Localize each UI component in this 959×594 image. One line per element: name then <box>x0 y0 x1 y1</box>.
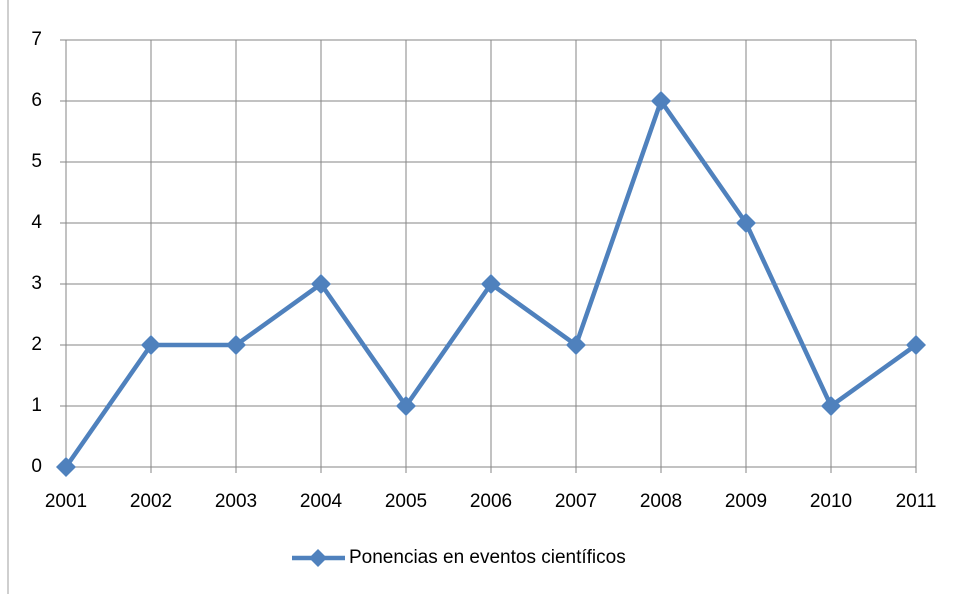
x-tick-label: 2005 <box>385 491 427 512</box>
x-tick-label: 2002 <box>130 491 172 512</box>
y-tick-label: 0 <box>31 456 42 477</box>
point-marker <box>481 274 501 294</box>
x-tick-label: 2003 <box>215 491 257 512</box>
y-tick-label: 3 <box>31 273 42 294</box>
x-tick-label: 2011 <box>896 491 937 512</box>
point-marker <box>906 335 926 355</box>
y-tick-label: 1 <box>31 395 42 416</box>
x-tick-label: 2009 <box>725 491 767 512</box>
y-tick-label: 4 <box>31 212 42 233</box>
point-marker <box>311 274 331 294</box>
y-tick-label: 5 <box>31 151 42 172</box>
point-marker <box>226 335 246 355</box>
x-tick-label: 2007 <box>555 491 597 512</box>
x-tick-label: 2010 <box>810 491 852 512</box>
legend-label: Ponencias en eventos científicos <box>349 547 626 568</box>
point-marker <box>396 396 416 416</box>
x-tick-label: 2004 <box>300 491 343 512</box>
x-tick-label: 2008 <box>640 491 682 512</box>
y-tick-label: 7 <box>31 29 42 50</box>
legend-marker <box>309 549 327 567</box>
x-tick-label: 2006 <box>470 491 512 512</box>
point-marker <box>56 457 76 477</box>
point-marker <box>141 335 161 355</box>
point-marker <box>566 335 586 355</box>
point-marker <box>821 396 841 416</box>
point-marker <box>651 91 671 111</box>
x-tick-label: 2001 <box>45 491 87 512</box>
y-tick-label: 2 <box>31 334 42 355</box>
point-marker <box>736 213 756 233</box>
y-tick-label: 6 <box>31 90 42 111</box>
